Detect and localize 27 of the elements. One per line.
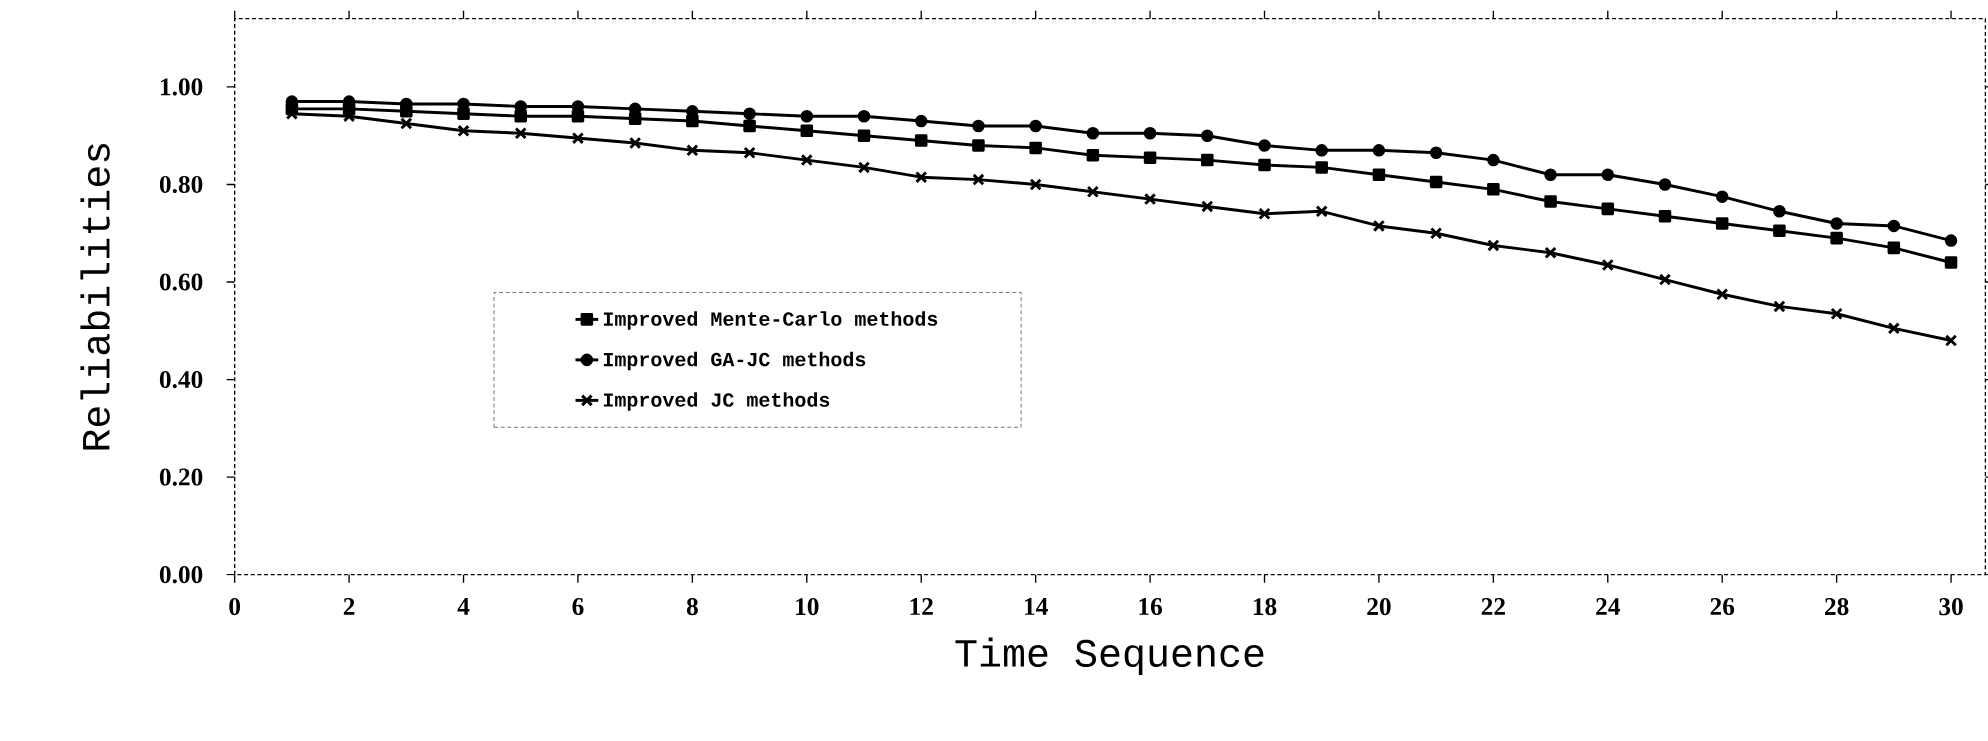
legend-label: Improved Mente-Carlo methods — [603, 310, 938, 330]
legend-label: Improved JC methods — [603, 391, 830, 411]
x-tick-label: 30 — [1939, 597, 1963, 615]
x-tick-label: 12 — [910, 597, 933, 615]
legend-label: Improved GA-JC methods — [603, 351, 866, 371]
y-axis-title: Reliabilities — [80, 143, 110, 450]
x-tick-label: 20 — [1367, 597, 1391, 615]
x-tick-label: 18 — [1253, 597, 1277, 615]
x-tick-label: 26 — [1710, 597, 1735, 615]
x-tick-label: 2 — [343, 597, 355, 615]
y-tick-label: 0.80 — [159, 175, 203, 193]
y-tick-label: 0.00 — [159, 565, 203, 584]
x-tick-label: 4 — [457, 597, 470, 615]
x-tick-label: 24 — [1596, 597, 1620, 615]
x-axis-title: Time Sequence — [955, 637, 1264, 675]
x-tick-label: 28 — [1825, 597, 1849, 615]
x-tick-label: 16 — [1139, 597, 1162, 615]
y-tick-label: 0.40 — [159, 370, 203, 389]
y-tick-label: 1.00 — [160, 78, 203, 96]
x-tick-label: 6 — [572, 597, 584, 615]
x-tick-label: 22 — [1481, 597, 1505, 615]
y-tick-label: 0.60 — [159, 273, 203, 291]
x-tick-label: 10 — [796, 597, 819, 615]
x-tick-label: 0 — [229, 597, 241, 615]
y-tick-label: 0.20 — [159, 468, 203, 486]
x-tick-label: 14 — [1025, 597, 1048, 615]
x-tick-label: 8 — [686, 597, 698, 615]
